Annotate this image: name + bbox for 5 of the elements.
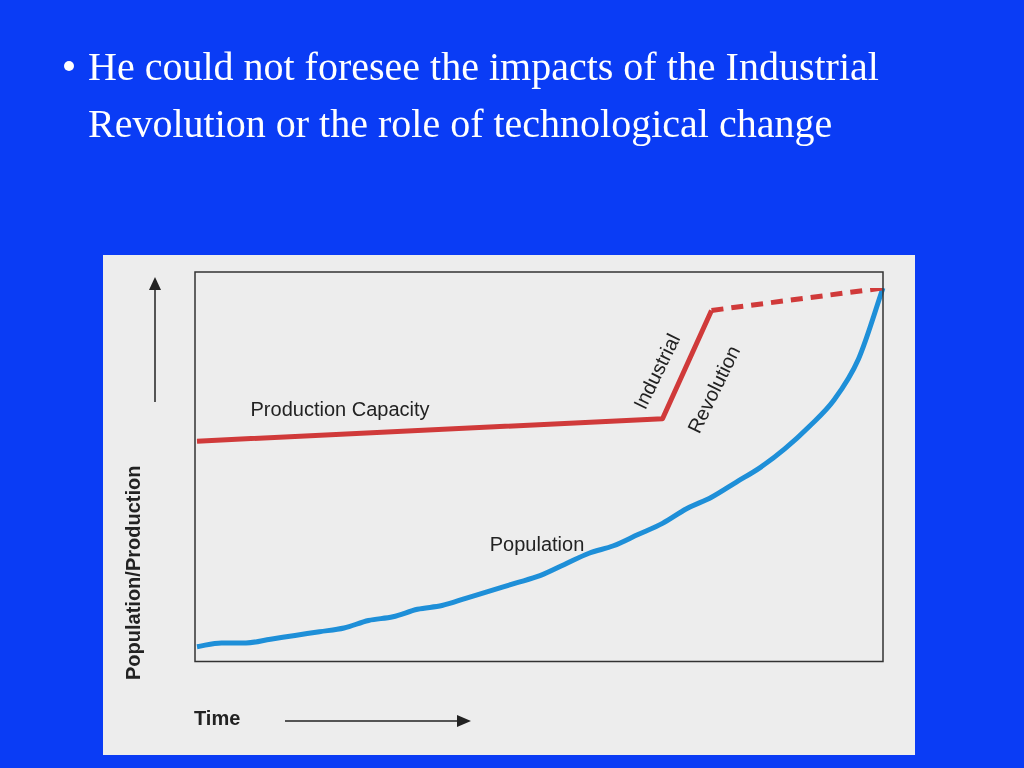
x-axis-title: Time — [194, 707, 241, 730]
chart-title: He could not foresee the impacts of the Industrial Revolution or the role of technological change — [88, 43, 880, 148]
annotation: Population — [489, 532, 585, 555]
annotation: Production Capacity — [250, 397, 430, 420]
y-axis-title: Population/Production — [122, 465, 145, 680]
